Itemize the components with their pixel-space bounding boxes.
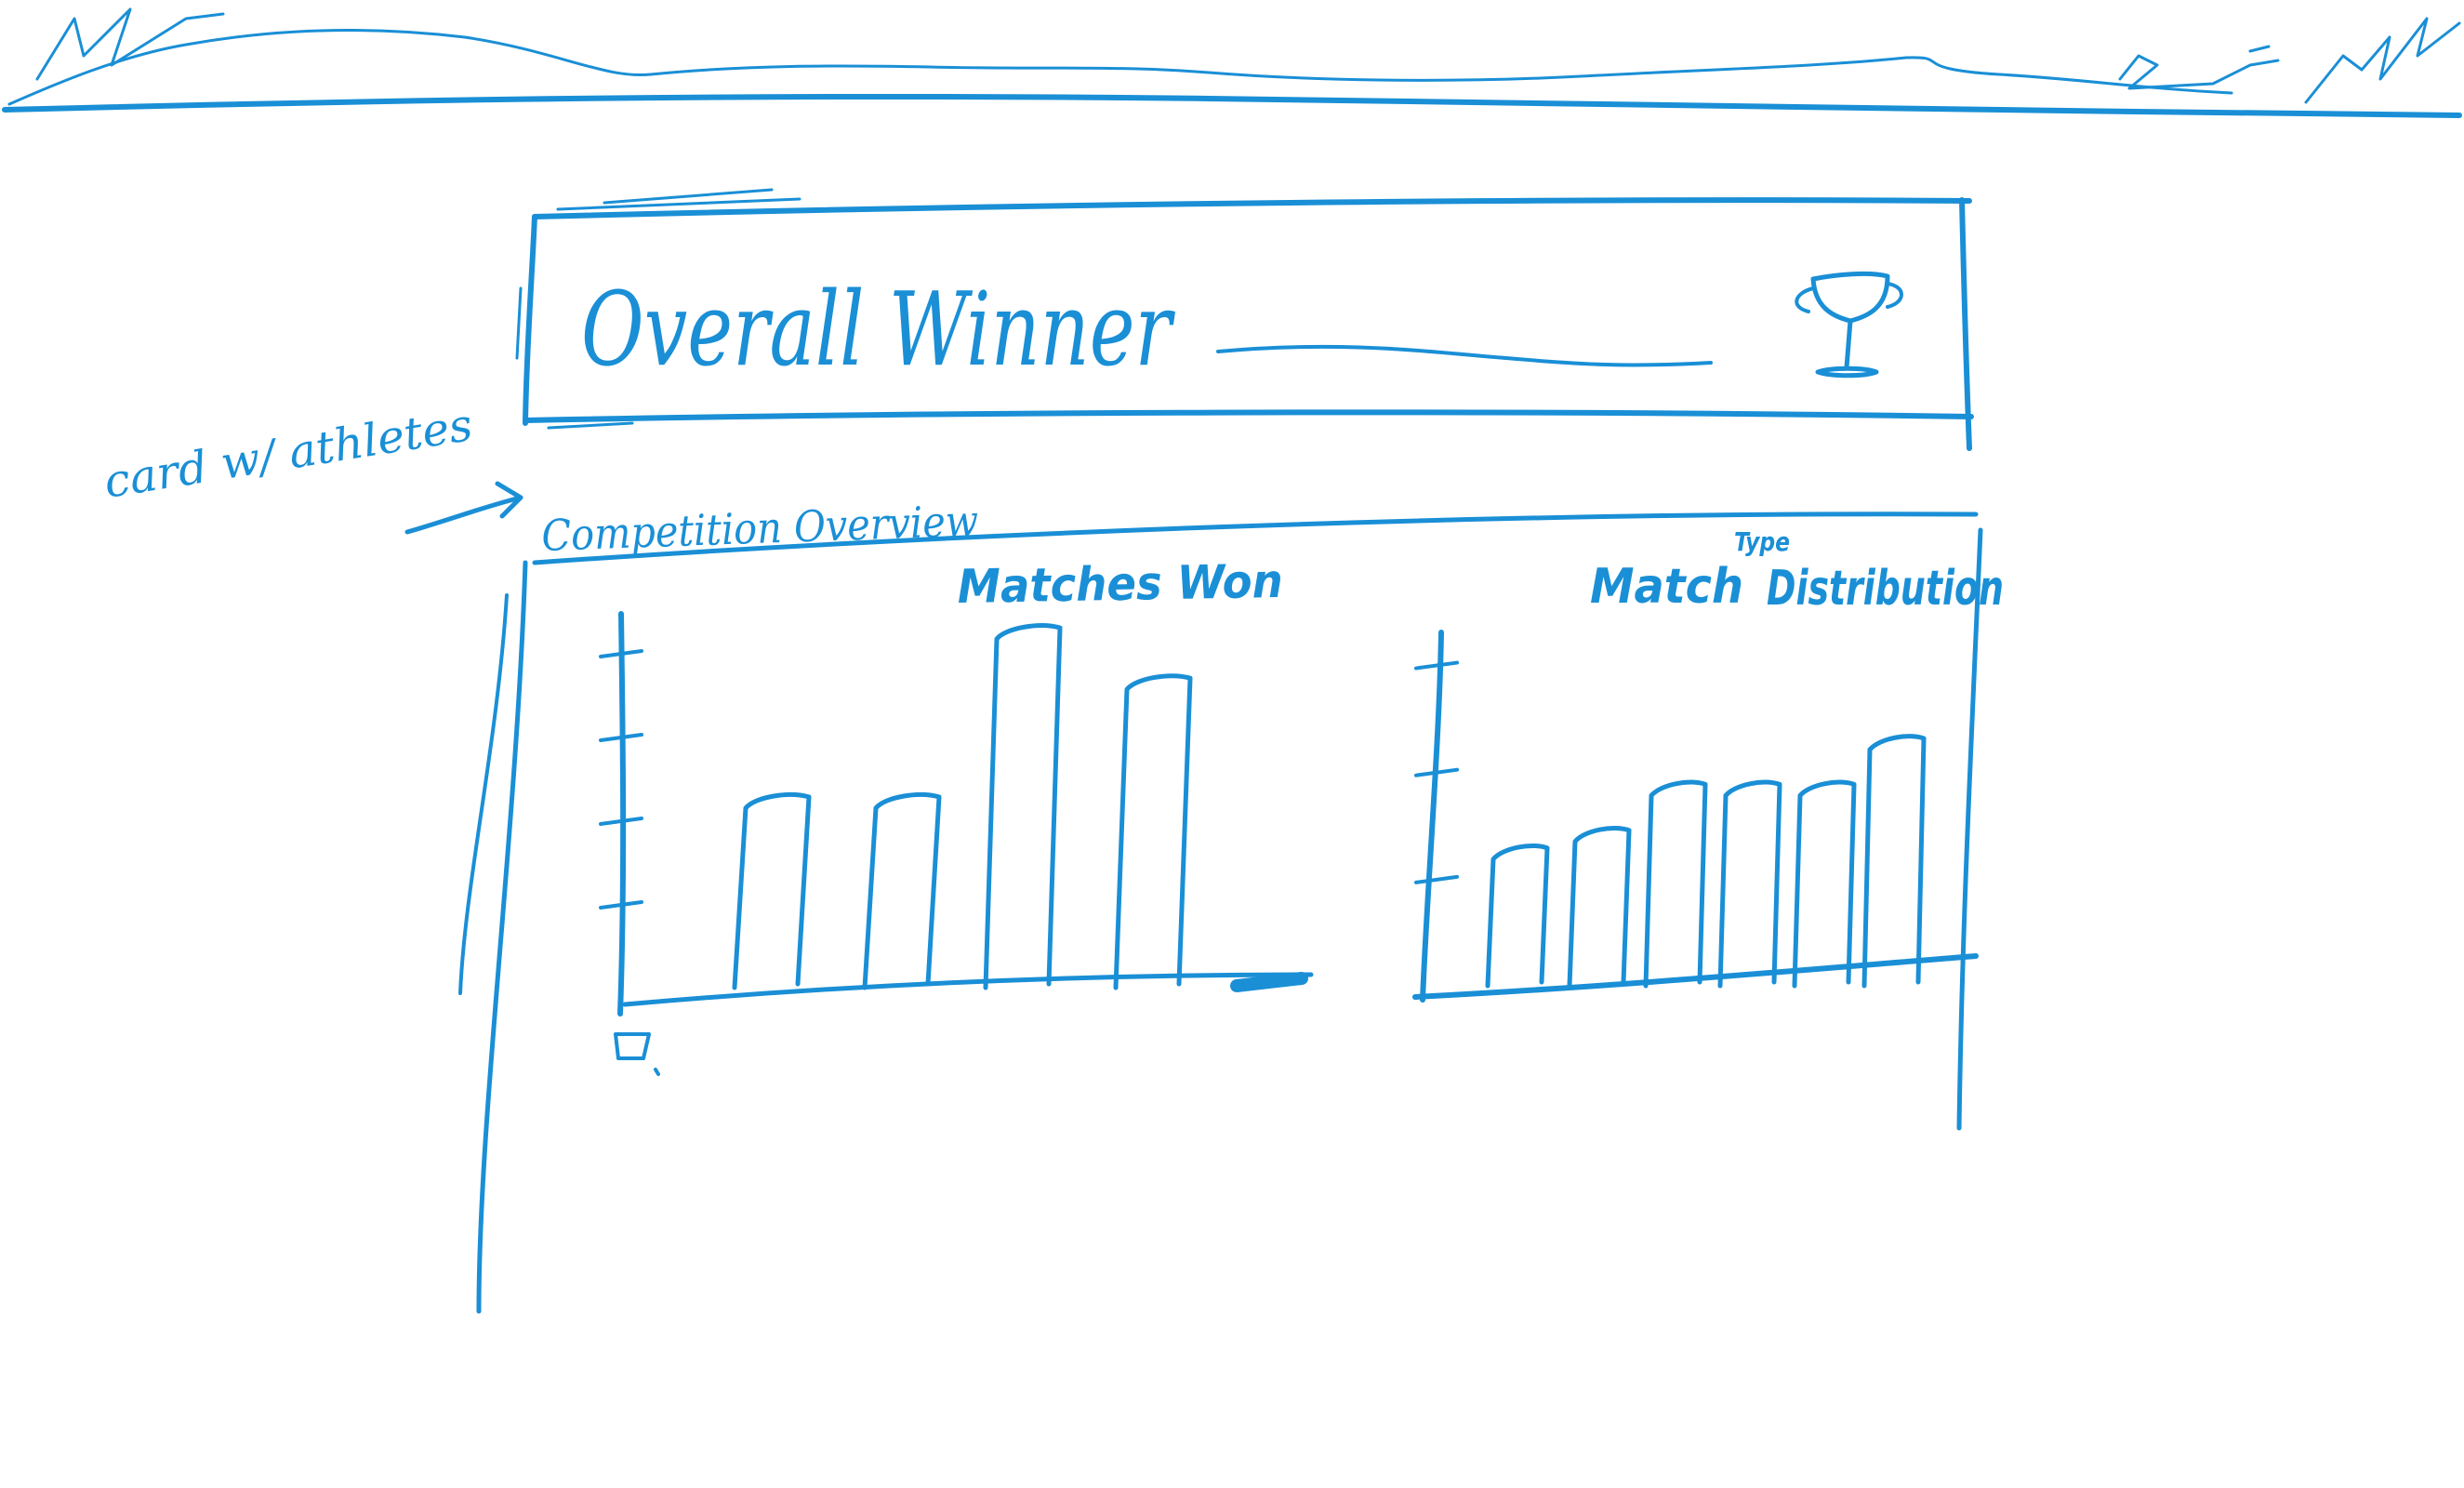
match-distribution-title-insert: Type xyxy=(1734,526,1790,557)
match-distribution-y-tick xyxy=(1414,660,1459,671)
side-note-text: card w/ athletes xyxy=(100,399,476,509)
matches-won-y-tick xyxy=(599,900,643,910)
matches-won-bar xyxy=(1113,673,1193,990)
matches-won-y-ticks xyxy=(599,649,643,910)
trophy-icon xyxy=(1795,271,1903,379)
match-distribution-y-axis xyxy=(1420,630,1444,1003)
matches-won-bar xyxy=(983,623,1063,990)
overall-winner-title: Overall Winner xyxy=(581,270,1176,389)
matches-won-y-tick xyxy=(599,817,643,826)
matches-won-bars xyxy=(732,623,1193,990)
side-note-annotation: card w/ athletes xyxy=(100,399,523,535)
matches-won-y-axis xyxy=(617,611,627,1016)
annotation-arrow xyxy=(404,495,523,535)
match-distribution-bar xyxy=(1792,779,1857,989)
match-distribution-x-axis xyxy=(1412,953,1979,1000)
matches-won-chart: Matches Won xyxy=(599,554,1314,1076)
top-border-scribble xyxy=(2,7,2462,118)
match-distribution-y-tick xyxy=(1414,874,1459,884)
matches-won-x-axis xyxy=(622,972,1314,1007)
match-distribution-bars xyxy=(1485,734,1927,989)
match-distribution-bar xyxy=(1643,779,1708,989)
competition-overview-panel: Competition Overview xyxy=(458,496,1983,1314)
matches-won-y-tick xyxy=(599,733,643,742)
winner-name-placeholder-line xyxy=(1216,344,1713,367)
matches-won-bar xyxy=(862,792,942,990)
matches-won-title: Matches Won xyxy=(957,554,1283,614)
match-distribution-y-ticks xyxy=(1414,660,1459,884)
overview-title: Competition Overview xyxy=(540,496,979,561)
match-distribution-bar xyxy=(1861,734,1927,989)
matches-won-y-tick xyxy=(599,649,643,658)
match-distribution-title-end: Distribution xyxy=(1767,561,2004,617)
match-distribution-bar xyxy=(1717,779,1782,989)
match-distribution-bar xyxy=(1567,826,1632,989)
matches-won-bar xyxy=(732,792,812,990)
match-type-distribution-chart: Match Type Distribution xyxy=(1412,526,2004,1003)
overall-winner-card: Overall Winner xyxy=(515,188,1974,451)
match-distribution-title-main: Match xyxy=(1590,559,1743,615)
match-distribution-y-tick xyxy=(1414,767,1459,777)
match-distribution-bar xyxy=(1485,844,1550,989)
